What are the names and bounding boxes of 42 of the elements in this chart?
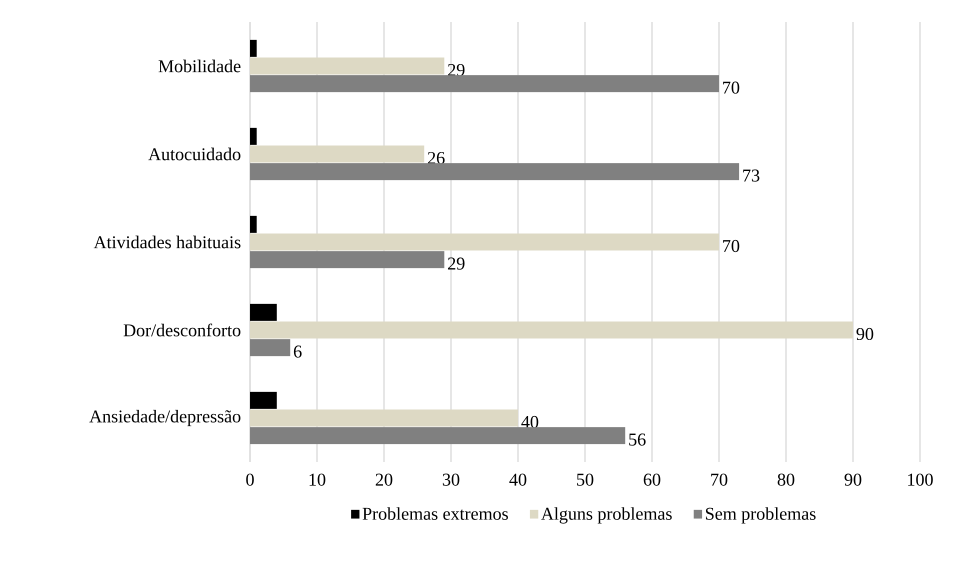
x-tick-label: 20: [376, 474, 392, 486]
data-label: 29: [448, 258, 464, 270]
data-label: 70: [723, 240, 740, 252]
bar: [250, 339, 290, 356]
y-tick-label: Mobilidade: [158, 60, 240, 72]
data-label: 40: [521, 416, 538, 428]
y-tick-label: Ansiedade/depressão: [89, 410, 240, 426]
x-tick-label: 70: [711, 474, 728, 486]
bar: [250, 58, 444, 75]
bar: [250, 304, 277, 321]
x-tick-label: 90: [844, 474, 862, 486]
bar: [250, 163, 740, 180]
legend-label: Alguns problemas: [541, 507, 672, 524]
y-tick-label: Atividades habituais: [94, 236, 240, 248]
y-tick-label: Dor/desconforto: [124, 324, 240, 336]
bar: [250, 409, 518, 426]
x-tick-label: 50: [577, 474, 594, 486]
x-tick-label: 10: [310, 474, 326, 486]
legend-label: Problemas extremos: [362, 507, 508, 520]
bar: [250, 322, 853, 338]
y-tick-label: Autocuidado: [148, 148, 240, 160]
bar: [250, 234, 719, 250]
data-label: 6: [294, 346, 302, 358]
data-label: 73: [743, 170, 760, 182]
data-label: 56: [629, 434, 646, 446]
x-tick-label: 40: [509, 474, 526, 486]
x-tick-label: 0: [246, 474, 254, 486]
x-tick-label: 80: [778, 474, 794, 486]
data-label: 90: [856, 328, 874, 340]
bar: [250, 40, 257, 57]
bar: [250, 216, 257, 233]
bar: [250, 128, 257, 145]
bar: [250, 75, 719, 92]
bar: [250, 427, 626, 444]
data-label: 70: [723, 82, 740, 94]
bar: [250, 146, 424, 163]
x-tick-label: 60: [644, 474, 660, 486]
x-tick-label: 100: [908, 474, 933, 486]
x-tick-label: 30: [442, 474, 460, 486]
bar: [250, 392, 277, 409]
legend-label: Sem problemas: [706, 507, 816, 524]
bar: [250, 251, 444, 268]
